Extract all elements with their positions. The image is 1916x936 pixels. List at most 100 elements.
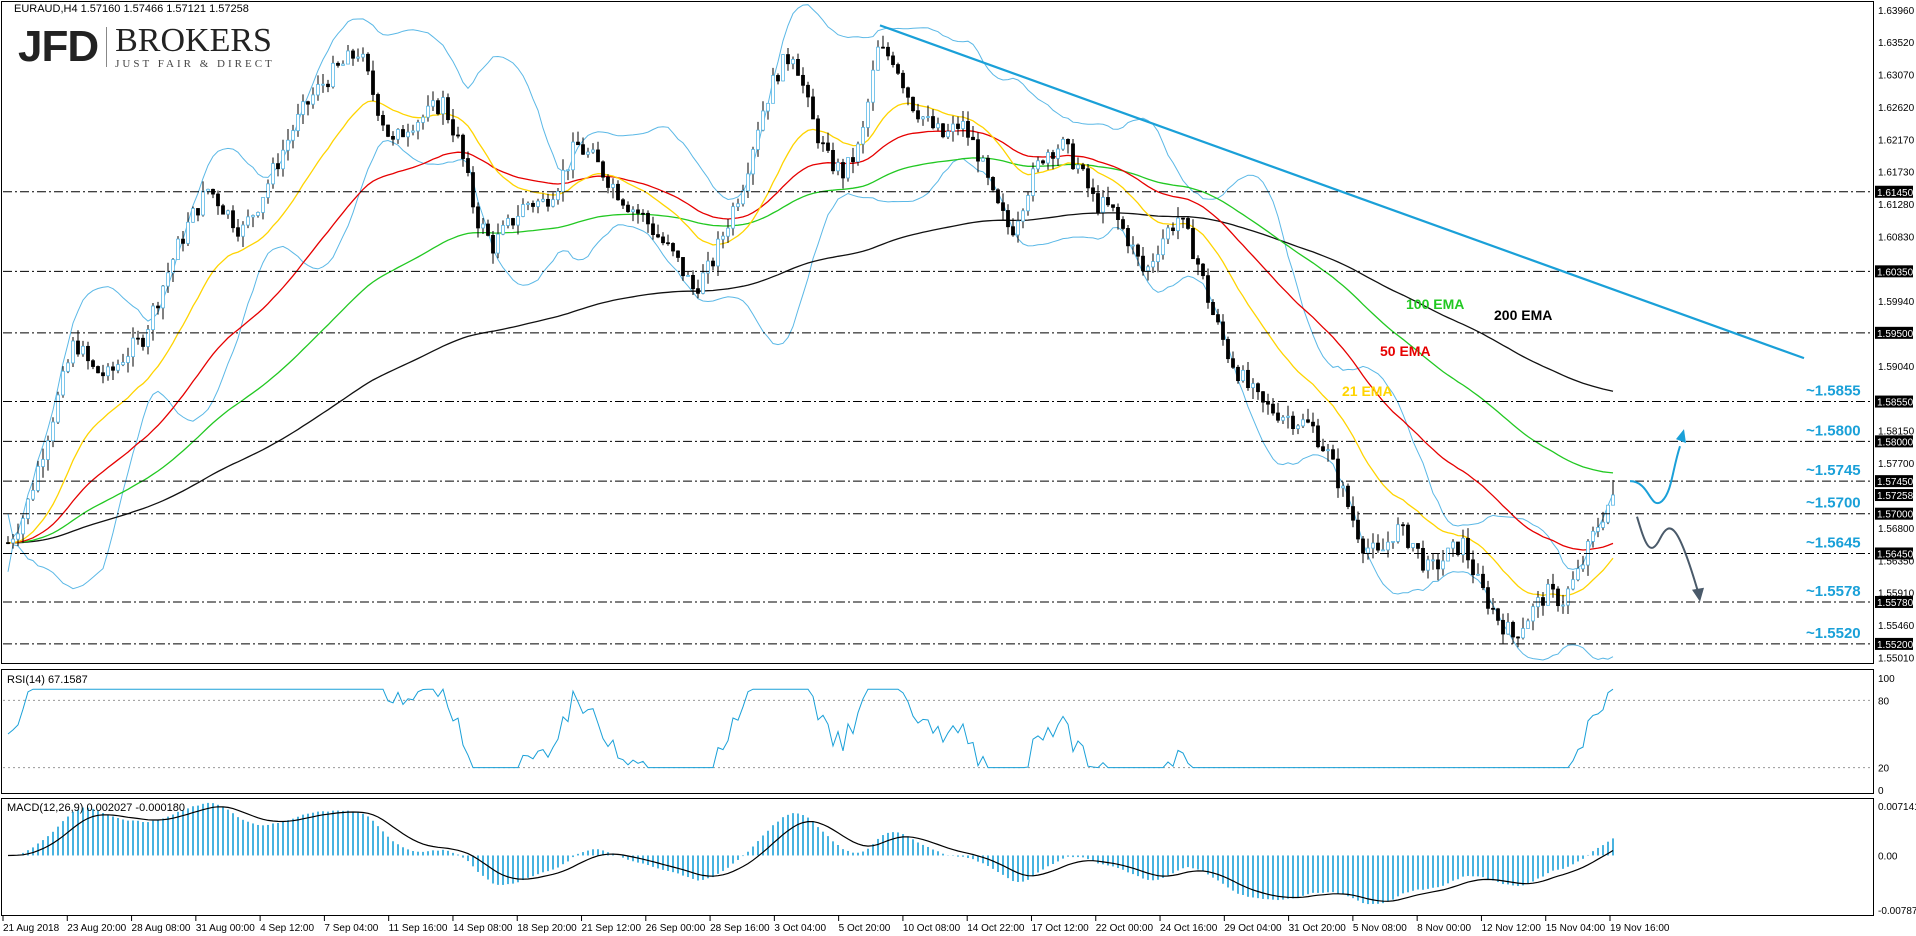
candle-body <box>1326 449 1330 452</box>
candle-body <box>166 272 170 287</box>
candle-body <box>161 285 165 309</box>
price-marker-text: 1.57258 <box>1877 491 1914 502</box>
candle-body <box>1276 412 1280 421</box>
candle-body <box>1306 419 1310 423</box>
candle-body <box>846 157 850 179</box>
candle-body <box>686 275 690 277</box>
macd-label: MACD(12,26,9) 0.002027 -0.000180 <box>7 802 185 814</box>
candle-body <box>471 172 475 208</box>
price-marker-text: 1.60350 <box>1877 267 1914 278</box>
price-marker-text: 1.61450 <box>1877 188 1914 199</box>
candle-body <box>1111 204 1115 208</box>
rsi-tick: 100 <box>1878 674 1895 685</box>
time-tick: 18 Sep 20:00 <box>517 923 577 934</box>
candle-body <box>1256 383 1260 393</box>
candle-body <box>576 141 580 146</box>
candle-body <box>1436 559 1440 570</box>
candle-body <box>1126 228 1130 247</box>
candle-body <box>336 62 340 66</box>
candle-body <box>676 250 680 258</box>
candle-body <box>691 275 695 290</box>
candle-body <box>881 46 885 49</box>
candle-body <box>391 135 395 140</box>
candle-body <box>496 233 500 254</box>
candle-body <box>301 101 305 115</box>
time-tick: 14 Oct 22:00 <box>967 923 1025 934</box>
time-tick: 14 Sep 08:00 <box>453 923 513 934</box>
candle-body <box>426 105 430 118</box>
candle-body <box>486 223 490 236</box>
candle-body <box>1031 168 1035 196</box>
candle-body <box>241 224 245 237</box>
time-tick: 24 Oct 16:00 <box>1160 923 1218 934</box>
candle-body <box>501 225 505 235</box>
price-marker-text: 1.55780 <box>1877 598 1914 609</box>
candle-body <box>266 183 270 198</box>
candle-body <box>1156 254 1160 262</box>
time-tick: 21 Aug 2018 <box>3 923 60 934</box>
candle-body <box>1281 416 1285 421</box>
candle-body <box>1041 160 1045 164</box>
candle-body <box>101 372 105 377</box>
candle-body <box>321 83 325 86</box>
candle-body <box>991 177 995 191</box>
candle-body <box>381 115 385 126</box>
price-tick: 1.55460 <box>1878 621 1915 632</box>
candle-body <box>536 200 540 207</box>
candle-body <box>406 131 410 138</box>
rsi-label: RSI(14) 67.1587 <box>7 674 88 686</box>
candle-body <box>21 518 25 535</box>
candle-body <box>986 157 990 178</box>
candle-body <box>1231 358 1235 368</box>
rsi-tick: 0 <box>1878 786 1884 797</box>
candle-body <box>51 421 55 442</box>
time-tick: 7 Sep 04:00 <box>324 923 378 934</box>
candle-body <box>596 149 600 163</box>
candle-body <box>316 84 320 96</box>
price-tick: 1.62620 <box>1878 103 1915 114</box>
candle-body <box>741 190 745 205</box>
candle-body <box>671 243 675 252</box>
candle-body <box>121 362 125 366</box>
price-marker <box>1875 435 1913 448</box>
candle-body <box>456 134 460 137</box>
candle-body <box>246 216 250 226</box>
candle-body <box>606 176 610 188</box>
rsi-panel-border <box>1 669 1874 794</box>
price-marker-text: 1.57450 <box>1877 477 1914 488</box>
candle-body <box>736 203 740 208</box>
candle-body <box>116 364 120 371</box>
candle-body <box>356 56 360 59</box>
candle-body <box>146 329 150 347</box>
candle-body <box>901 72 905 89</box>
candle-body <box>646 212 650 225</box>
level-label: ~1.5800 <box>1806 422 1861 439</box>
candle-body <box>1081 164 1085 170</box>
candle-body <box>1056 148 1060 159</box>
candle-body <box>326 83 330 88</box>
candle-body <box>281 149 285 170</box>
candle-body <box>916 110 920 120</box>
symbol-header: EURAUD,H4 1.57160 1.57466 1.57121 1.5725… <box>14 3 249 15</box>
candle-body <box>351 50 355 59</box>
candle-body <box>216 193 220 207</box>
candle-body <box>1301 419 1305 427</box>
support-resistance-levels: ~1.5855 ~1.5800 ~1.5745 ~1.5700 ~1.5645 ~1.55… <box>3 191 1873 645</box>
candle-body <box>1336 458 1340 489</box>
time-tick: 23 Aug 20:00 <box>67 923 126 934</box>
candle-body <box>46 440 50 460</box>
candle-body <box>1381 549 1385 552</box>
candle-body <box>361 53 365 58</box>
candle-body <box>411 130 415 133</box>
candle-body <box>896 64 900 74</box>
time-tick: 19 Nov 16:00 <box>1610 923 1670 934</box>
price-tick: 1.56800 <box>1878 524 1915 535</box>
price-marker <box>1875 507 1913 520</box>
price-marker <box>1875 489 1913 502</box>
candle-body <box>86 345 90 362</box>
candle-body <box>1016 220 1020 236</box>
chart-frame <box>1 1 1874 916</box>
level-label: ~1.5645 <box>1806 534 1861 551</box>
candle-body <box>1226 339 1230 360</box>
rsi-tick: 80 <box>1878 696 1890 707</box>
